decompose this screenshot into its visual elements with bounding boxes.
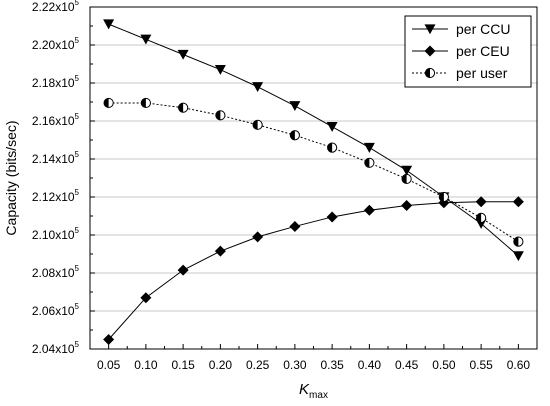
series-line xyxy=(108,102,519,243)
x-tick-label: 0.55 xyxy=(469,358,493,372)
data-point xyxy=(438,191,449,203)
series-per-user xyxy=(103,97,524,247)
series-per-ceu xyxy=(103,196,524,345)
data-point xyxy=(401,165,413,176)
data-point xyxy=(252,82,264,93)
y-tick-label: 2.16x105 xyxy=(32,112,80,128)
data-point-fill xyxy=(327,143,333,153)
data-point-fill xyxy=(104,98,109,108)
y-tick-label: 2.06x105 xyxy=(32,302,80,318)
data-point xyxy=(326,211,338,223)
data-point xyxy=(103,19,115,30)
x-tick-label: 0.25 xyxy=(246,358,270,372)
data-point xyxy=(289,101,301,112)
data-point xyxy=(327,142,338,153)
x-tick-label: 0.60 xyxy=(507,358,531,372)
x-tick-label: 0.40 xyxy=(358,358,382,372)
data-point-fill xyxy=(178,103,184,113)
y-tick-label: 2.08x105 xyxy=(32,264,80,280)
data-point xyxy=(475,196,487,208)
data-point xyxy=(401,173,412,185)
data-point xyxy=(214,65,226,75)
data-point xyxy=(140,34,152,45)
data-point xyxy=(512,251,524,262)
series-layer xyxy=(103,19,524,345)
x-tick-label: 0.30 xyxy=(283,358,307,372)
y-tick-label: 2.20x105 xyxy=(32,36,80,52)
data-point xyxy=(363,142,375,153)
x-tick-label: 0.05 xyxy=(97,358,121,372)
data-point xyxy=(512,196,524,208)
y-tick-label: 2.10x105 xyxy=(32,226,80,242)
data-point-fill xyxy=(513,237,519,247)
data-point xyxy=(289,220,301,232)
x-tick-label: 0.15 xyxy=(171,358,195,372)
data-point-fill xyxy=(425,68,430,78)
data-point-fill xyxy=(439,192,444,202)
x-tick-label: 0.45 xyxy=(395,358,419,372)
data-point xyxy=(103,334,115,345)
data-point xyxy=(177,49,189,60)
data-point xyxy=(140,97,151,109)
x-tick-label: 0.20 xyxy=(209,358,233,372)
x-tick-label: 0.50 xyxy=(432,358,456,372)
series-line xyxy=(108,23,519,257)
axes: 2.04x105 2.06x105 2.08x105 2.10x105 2.12x105… xyxy=(32,0,531,372)
data-point xyxy=(424,67,436,79)
data-point xyxy=(363,204,375,216)
x-tick-label: 0.10 xyxy=(134,358,158,372)
y-tick-label: 2.22x105 xyxy=(32,0,80,14)
data-point xyxy=(252,231,264,243)
data-point-fill xyxy=(364,158,370,168)
data-point xyxy=(424,45,436,57)
legend-label: per user xyxy=(456,65,508,81)
y-tick-label: 2.14x105 xyxy=(32,150,80,166)
data-point-fill xyxy=(141,98,146,108)
data-point xyxy=(252,119,263,130)
gridlines xyxy=(90,44,537,312)
series-per-ccu xyxy=(103,19,524,262)
data-point xyxy=(476,212,487,223)
series-line xyxy=(108,201,519,340)
data-point xyxy=(140,292,152,304)
data-point-fill xyxy=(476,213,482,223)
data-point xyxy=(513,236,524,247)
data-point xyxy=(326,122,338,132)
data-point xyxy=(103,97,114,109)
y-tick-label: 2.04x105 xyxy=(32,340,80,356)
data-point xyxy=(401,200,413,212)
data-point-fill xyxy=(253,120,258,130)
data-point-fill xyxy=(290,130,295,140)
data-point xyxy=(214,245,226,257)
data-point xyxy=(289,130,300,141)
x-axis-label-base: K xyxy=(299,381,310,398)
y-axis-label: Capacity (bits/sec) xyxy=(3,120,19,235)
x-axis-label-subscript: max xyxy=(309,390,328,401)
x-axis-label: Kmax xyxy=(299,381,328,401)
legend-label: per CEU xyxy=(456,43,510,59)
data-point xyxy=(177,264,189,276)
data-point xyxy=(178,102,189,113)
legend: per CCU per CEU per user xyxy=(404,15,532,88)
data-point xyxy=(364,157,375,168)
data-point xyxy=(215,110,226,121)
y-tick-label: 2.12x105 xyxy=(32,188,80,204)
x-tick-label: 0.35 xyxy=(320,358,344,372)
data-point-fill xyxy=(215,110,221,120)
data-point xyxy=(424,24,436,35)
data-point-fill xyxy=(402,174,407,184)
y-tick-label: 2.18x105 xyxy=(32,74,80,90)
legend-label: per CCU xyxy=(456,21,510,37)
